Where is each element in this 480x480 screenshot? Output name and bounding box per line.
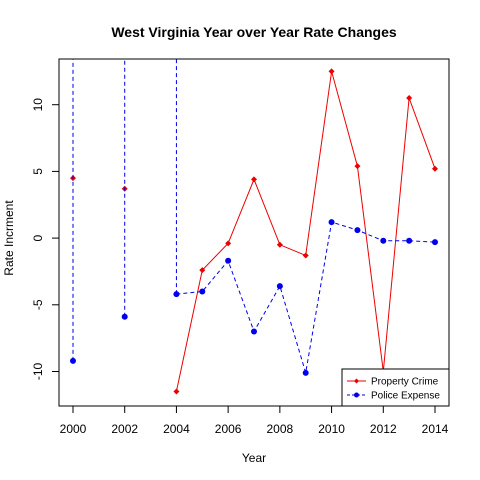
series-1-point xyxy=(276,283,283,290)
x-tick-label: 2012 xyxy=(370,422,397,436)
y-tick-label: 0 xyxy=(31,234,45,241)
legend-swatch-marker xyxy=(354,378,359,384)
series-0-point xyxy=(251,176,257,183)
x-tick-label: 2010 xyxy=(318,422,345,436)
y-tick-label: 10 xyxy=(31,98,45,112)
series-1-point xyxy=(380,237,387,244)
series-1-point xyxy=(251,328,257,335)
y-tick-label: 5 xyxy=(31,168,45,175)
series-0-point xyxy=(225,240,232,247)
series-0-point xyxy=(276,241,283,248)
legend: Property Crime Police Expense xyxy=(341,368,450,407)
legend-label: Police Expense xyxy=(371,391,440,402)
plot-box xyxy=(58,58,450,407)
series-1-point xyxy=(354,227,361,234)
x-tick-label: 2002 xyxy=(111,422,138,436)
legend-label: Property Crime xyxy=(371,377,439,388)
series-1-point xyxy=(121,313,128,320)
x-axis-label: Year xyxy=(242,451,266,465)
x-tick-label: 2008 xyxy=(267,422,294,436)
series-1-point xyxy=(432,239,438,246)
x-tick-label: 2000 xyxy=(60,422,87,436)
series-0-point xyxy=(328,68,335,75)
series-1-point xyxy=(302,369,309,376)
series-1-point xyxy=(173,291,180,298)
series-0-point xyxy=(173,388,180,395)
axes: 2000 2002 2004 2006 2008 2010 2012 2014 -10 -5 0 5 1… xyxy=(31,98,449,436)
legend-swatch-marker xyxy=(354,392,359,398)
y-axis-label: Rate Incrment xyxy=(2,200,16,276)
series-0-line xyxy=(175,71,436,392)
series-1-line xyxy=(176,221,436,373)
legend-box xyxy=(341,368,450,407)
series-1-point xyxy=(328,219,335,226)
chart-title: West Virginia Year over Year Rate Change… xyxy=(111,24,397,40)
y-tick-label: -10 xyxy=(31,363,45,381)
series-0-point xyxy=(302,252,309,259)
series-0-point xyxy=(354,163,361,170)
x-tick-label: 2006 xyxy=(215,422,242,436)
series-0-point xyxy=(406,95,413,102)
series-1-point xyxy=(199,288,206,295)
x-tick-label: 2004 xyxy=(163,422,190,436)
series-0-point xyxy=(432,165,438,172)
series-1-point xyxy=(406,237,413,244)
x-tick-label: 2014 xyxy=(422,422,449,436)
series-layer xyxy=(70,59,438,395)
y-tick-label: -5 xyxy=(31,299,45,310)
series-0-point xyxy=(199,267,206,274)
series-1-point xyxy=(225,257,232,264)
series-1-point xyxy=(70,357,76,364)
